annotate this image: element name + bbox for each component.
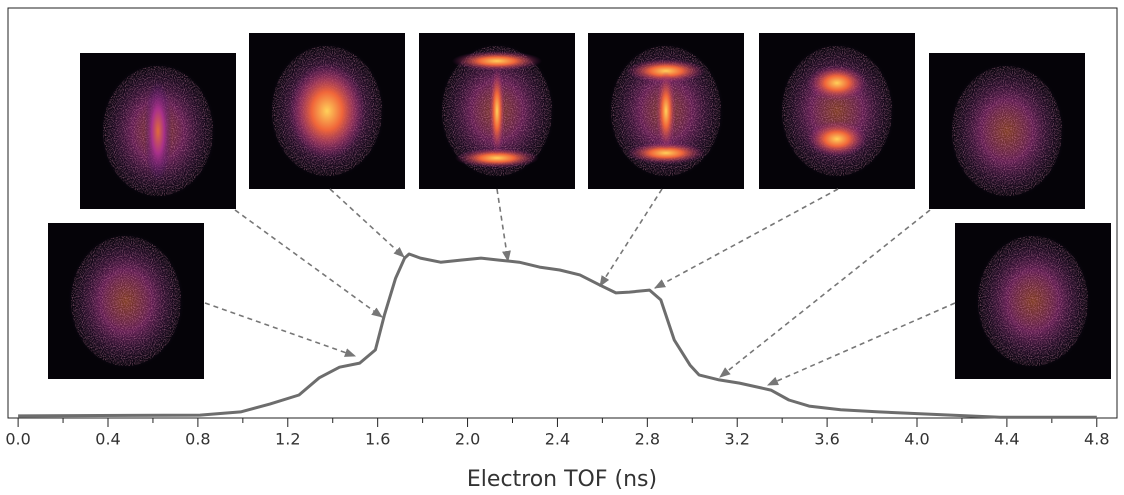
signal-line bbox=[18, 252, 1097, 419]
x-axis-title: Electron TOF (ns) bbox=[467, 467, 657, 492]
plot-frame bbox=[7, 7, 1118, 419]
detector-image bbox=[80, 53, 236, 209]
x-tick-label: 0.8 bbox=[185, 430, 210, 449]
leader-arrow bbox=[329, 188, 405, 258]
detector-image bbox=[419, 33, 575, 189]
x-tick-label: 0.4 bbox=[95, 430, 120, 449]
leader-lines bbox=[204, 188, 956, 386]
leader-arrow bbox=[766, 302, 956, 386]
leader-arrow bbox=[234, 209, 383, 318]
x-tick-label: 1.2 bbox=[275, 430, 300, 449]
detector-image bbox=[955, 223, 1111, 379]
leader-arrow bbox=[719, 209, 931, 378]
x-tick-label: 0.0 bbox=[5, 430, 30, 449]
x-tick-label: 2.4 bbox=[545, 430, 570, 449]
x-tick-label: 4.0 bbox=[904, 430, 929, 449]
detector-images bbox=[48, 33, 1111, 379]
x-tick-label: 4.8 bbox=[1084, 430, 1109, 449]
detector-image bbox=[588, 33, 744, 189]
x-tick-label: 4.4 bbox=[994, 430, 1019, 449]
x-tick-label: 1.6 bbox=[365, 430, 390, 449]
leader-arrow bbox=[654, 188, 839, 289]
detector-image bbox=[929, 53, 1085, 209]
x-tick-label: 2.8 bbox=[635, 430, 660, 449]
leader-arrow bbox=[496, 188, 511, 263]
leader-arrow bbox=[599, 188, 663, 287]
detector-image bbox=[249, 33, 405, 189]
x-tick-label: 3.2 bbox=[724, 430, 749, 449]
x-tick-label: 3.6 bbox=[814, 430, 839, 449]
detector-image bbox=[48, 223, 204, 379]
leader-arrow bbox=[204, 302, 357, 357]
x-tick-label: 2.0 bbox=[455, 430, 480, 449]
detector-image bbox=[759, 33, 915, 189]
